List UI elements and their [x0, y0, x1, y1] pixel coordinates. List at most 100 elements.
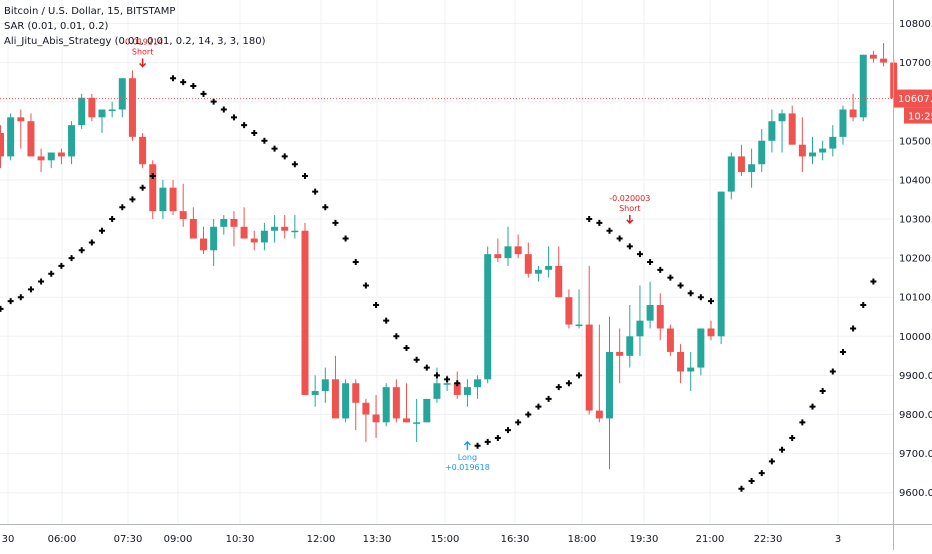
sar-point: [251, 129, 258, 136]
y-tick-label: 9700.00: [899, 449, 932, 460]
sar-point: [596, 219, 603, 226]
candle-body: [849, 109, 857, 118]
candle: [200, 226, 207, 255]
sar-point: [109, 215, 116, 222]
sar-point: [342, 235, 349, 242]
sar-point: [525, 411, 532, 418]
sar-point: [555, 384, 562, 391]
candle-body: [859, 54, 867, 118]
sar-point: [291, 161, 298, 168]
candle-body: [220, 218, 228, 227]
sar-point: [129, 196, 136, 203]
candle-body: [768, 121, 776, 141]
candle: [27, 113, 35, 157]
sar-point: [576, 372, 583, 379]
candle-body: [230, 218, 238, 227]
candle-body: [869, 54, 877, 59]
candle: [798, 117, 806, 173]
signal-value: -0.020003: [609, 194, 650, 203]
sar-point: [647, 259, 654, 265]
candle-body: [707, 328, 715, 337]
candle-body: [463, 387, 471, 395]
candle: [57, 148, 65, 165]
candle: [250, 230, 258, 251]
candle-body: [392, 387, 400, 419]
sar-point: [48, 270, 55, 277]
sar-point: [616, 235, 623, 242]
legend-sar[interactable]: SAR (0.01, 0.01, 0.2): [4, 21, 109, 32]
legend-symbol[interactable]: Bitcoin / U.S. Dollar, 15, BITSTAMP: [4, 6, 176, 17]
candle: [423, 398, 431, 423]
candle-body: [524, 254, 532, 274]
candle-body: [626, 336, 634, 356]
sar-point: [697, 294, 704, 301]
x-tick-label: 3: [835, 534, 841, 545]
candle: [717, 191, 725, 345]
sar-point: [362, 282, 369, 289]
x-tick-label: 22:30: [754, 534, 783, 545]
candle: [98, 109, 106, 133]
sar-point: [0, 305, 4, 312]
sar-point: [139, 184, 146, 191]
candle: [291, 215, 299, 239]
sar-point: [708, 298, 714, 305]
x-tick-label: 19:30: [630, 534, 659, 545]
sar-point: [586, 215, 593, 222]
candle: [737, 144, 745, 176]
candle-body: [758, 140, 766, 165]
sar-point: [27, 286, 34, 293]
sar-point: [677, 282, 684, 289]
sar-point: [626, 243, 633, 250]
candle-body: [819, 148, 827, 153]
candle-body: [646, 305, 654, 321]
candle: [859, 54, 867, 122]
candle-body: [281, 226, 289, 231]
sar-point: [210, 98, 217, 105]
candle-body: [108, 109, 116, 111]
y-tick-label: 9600.00: [899, 488, 932, 499]
candle: [839, 105, 847, 145]
sar-point: [180, 79, 187, 86]
candle: [392, 379, 400, 423]
candle-body: [250, 238, 258, 243]
candle: [869, 50, 877, 63]
long-signal: Long+0.019618: [445, 440, 490, 472]
legend-strategy[interactable]: Ali_Jitu_Abis_Strategy (0.01, 0.01, 0.2,…: [4, 36, 266, 47]
candle-body: [159, 187, 167, 212]
candle: [108, 101, 116, 118]
sar-point: [535, 403, 542, 410]
candle: [707, 320, 715, 341]
candle-body: [403, 418, 410, 423]
y-tick-label: 10500.00: [899, 136, 932, 147]
last-price-badge: [894, 89, 932, 108]
candle: [7, 113, 15, 161]
candle: [382, 383, 390, 427]
candle-body: [453, 383, 461, 395]
candle-body: [291, 230, 299, 233]
candle: [687, 351, 695, 392]
candle-body: [494, 254, 502, 259]
candle-body: [545, 265, 553, 270]
candle: [849, 93, 857, 122]
sar-point: [494, 434, 501, 441]
sar-point: [768, 458, 775, 465]
candle: [260, 222, 268, 251]
candle: [311, 375, 319, 407]
candle: [301, 222, 309, 395]
candle: [484, 246, 492, 384]
candle: [585, 265, 593, 415]
candle-body: [737, 156, 745, 173]
candle-body: [666, 328, 674, 352]
sar-point: [170, 75, 177, 82]
candle-body: [331, 379, 339, 419]
x-tick-label: 07:30: [114, 534, 143, 545]
candle-body: [687, 367, 695, 372]
candle-body: [677, 351, 685, 372]
sar-point: [444, 376, 451, 383]
sar-point: [850, 325, 857, 332]
candle: [514, 234, 522, 259]
candle: [118, 78, 126, 118]
